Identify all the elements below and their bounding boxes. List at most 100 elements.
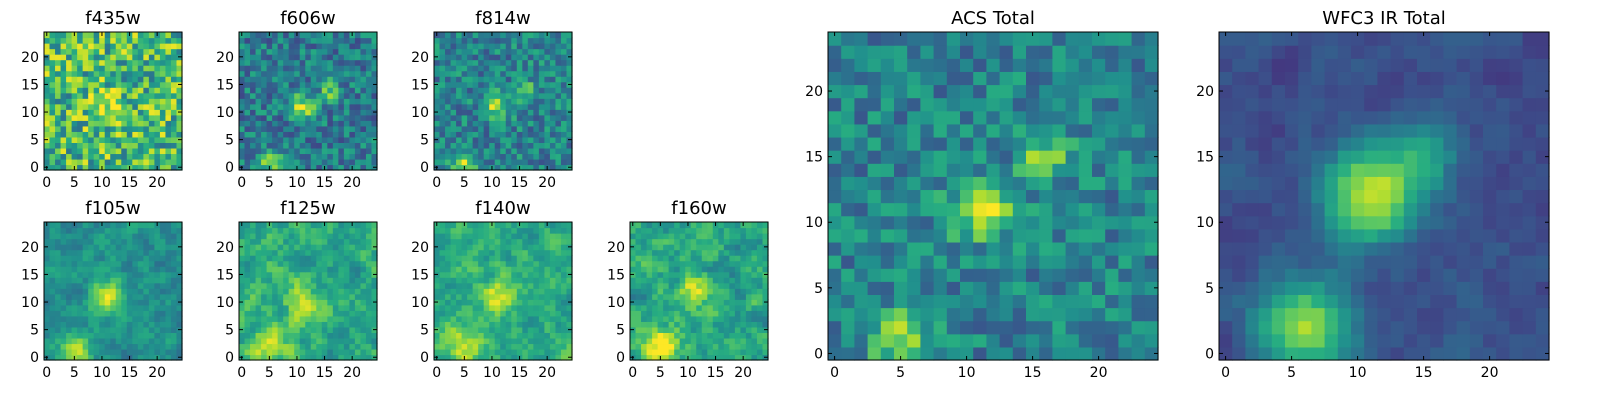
heatmap-cell — [690, 321, 697, 328]
heatmap-cell — [104, 260, 111, 267]
heatmap-cell — [371, 142, 378, 149]
heatmap-cell — [115, 70, 122, 77]
heatmap-cell — [60, 103, 67, 110]
heatmap-cell — [148, 321, 155, 328]
heatmap-cell — [674, 227, 681, 234]
heatmap-cell — [294, 277, 301, 284]
heatmap-cell — [261, 271, 268, 278]
heatmap-cell — [630, 227, 637, 234]
heatmap-cell — [305, 332, 312, 339]
heatmap-cell — [176, 321, 183, 328]
heatmap-cell — [327, 288, 334, 295]
heatmap-cell — [555, 343, 562, 350]
heatmap-cell — [762, 255, 769, 262]
heatmap-cell — [467, 260, 474, 267]
heatmap-cell — [511, 87, 518, 94]
heatmap-cell — [555, 131, 562, 138]
y-tick-label: 5 — [225, 133, 234, 149]
heatmap-cell — [288, 125, 295, 132]
heatmap-cell — [560, 304, 568, 311]
heatmap-cell — [505, 326, 512, 333]
heatmap-cell — [527, 315, 534, 322]
heatmap-cell — [679, 249, 686, 256]
heatmap-cell — [483, 337, 490, 345]
heatmap-cell — [505, 277, 512, 284]
heatmap-cell — [310, 299, 317, 306]
heatmap-cell — [283, 120, 290, 127]
heatmap-cell — [674, 260, 681, 267]
heatmap-cell — [283, 271, 290, 278]
heatmap-cell — [450, 233, 457, 240]
heatmap-cell — [489, 260, 496, 267]
heatmap-cell — [538, 326, 545, 333]
heatmap-cell — [511, 120, 518, 127]
heatmap-cell — [165, 260, 172, 267]
heatmap-cell — [154, 103, 161, 110]
heatmap-cell — [66, 164, 73, 171]
heatmap-cell — [66, 222, 73, 229]
heatmap-cell — [305, 299, 312, 306]
heatmap-cell — [310, 98, 317, 105]
heatmap-cell — [828, 228, 842, 243]
heatmap-cell — [165, 227, 172, 234]
heatmap-cell — [154, 98, 161, 105]
heatmap-cell — [288, 244, 295, 251]
heatmap-cell — [82, 81, 89, 88]
heatmap-cell — [299, 343, 306, 350]
heatmap-cell — [549, 109, 557, 116]
heatmap-cell — [299, 332, 306, 339]
heatmap-cell — [566, 288, 573, 295]
heatmap-cell — [121, 103, 128, 110]
heatmap-cell — [511, 92, 518, 99]
heatmap-cell — [316, 227, 323, 234]
heatmap-cell — [165, 271, 172, 278]
heatmap-cell — [239, 233, 246, 240]
heatmap-cell — [277, 249, 284, 256]
heatmap-cell — [104, 136, 111, 143]
heatmap-cell — [277, 103, 284, 110]
panel-title: f160w — [671, 198, 726, 219]
heatmap-cell — [310, 158, 317, 166]
heatmap-cell — [283, 81, 290, 88]
heatmap-cell — [751, 282, 758, 289]
heatmap-cell — [148, 233, 155, 240]
heatmap-cell — [71, 227, 78, 234]
heatmap-cell — [310, 109, 317, 116]
heatmap-cell — [338, 98, 345, 105]
heatmap-cell — [560, 260, 568, 267]
heatmap-cell — [555, 142, 562, 149]
heatmap-cell — [82, 131, 89, 138]
heatmap-cell — [500, 147, 507, 155]
heatmap-cell — [489, 227, 496, 234]
heatmap-cell — [360, 131, 367, 138]
heatmap-cell — [538, 92, 545, 99]
heatmap-cell — [277, 326, 284, 333]
heatmap-cell — [148, 343, 155, 350]
heatmap-cell — [1065, 176, 1080, 191]
heatmap-cell — [505, 103, 512, 110]
heatmap-cell — [1078, 255, 1093, 269]
y-tick-label: 5 — [616, 323, 625, 339]
heatmap-cell — [946, 255, 961, 269]
heatmap-cell — [456, 277, 463, 284]
heatmap-cell — [343, 109, 350, 116]
heatmap-cell — [82, 153, 89, 160]
heatmap-cell — [332, 131, 339, 138]
heatmap-cell — [461, 255, 468, 262]
heatmap-cell — [544, 288, 551, 295]
heatmap-cell — [277, 293, 284, 300]
heatmap-cell — [99, 293, 106, 300]
heatmap-cell — [439, 131, 446, 138]
heatmap-cell — [500, 288, 507, 295]
heatmap-cell — [321, 114, 328, 121]
heatmap-cell — [244, 233, 251, 240]
heatmap-cell — [729, 343, 736, 350]
heatmap-cell — [305, 244, 312, 251]
heatmap-cell — [960, 228, 974, 243]
heatmap-cell — [544, 142, 551, 149]
heatmap-cell — [560, 43, 568, 50]
heatmap-cell — [549, 32, 557, 39]
heatmap-cell — [1065, 228, 1080, 243]
heatmap-cell — [933, 307, 948, 322]
heatmap-cell — [305, 233, 312, 240]
